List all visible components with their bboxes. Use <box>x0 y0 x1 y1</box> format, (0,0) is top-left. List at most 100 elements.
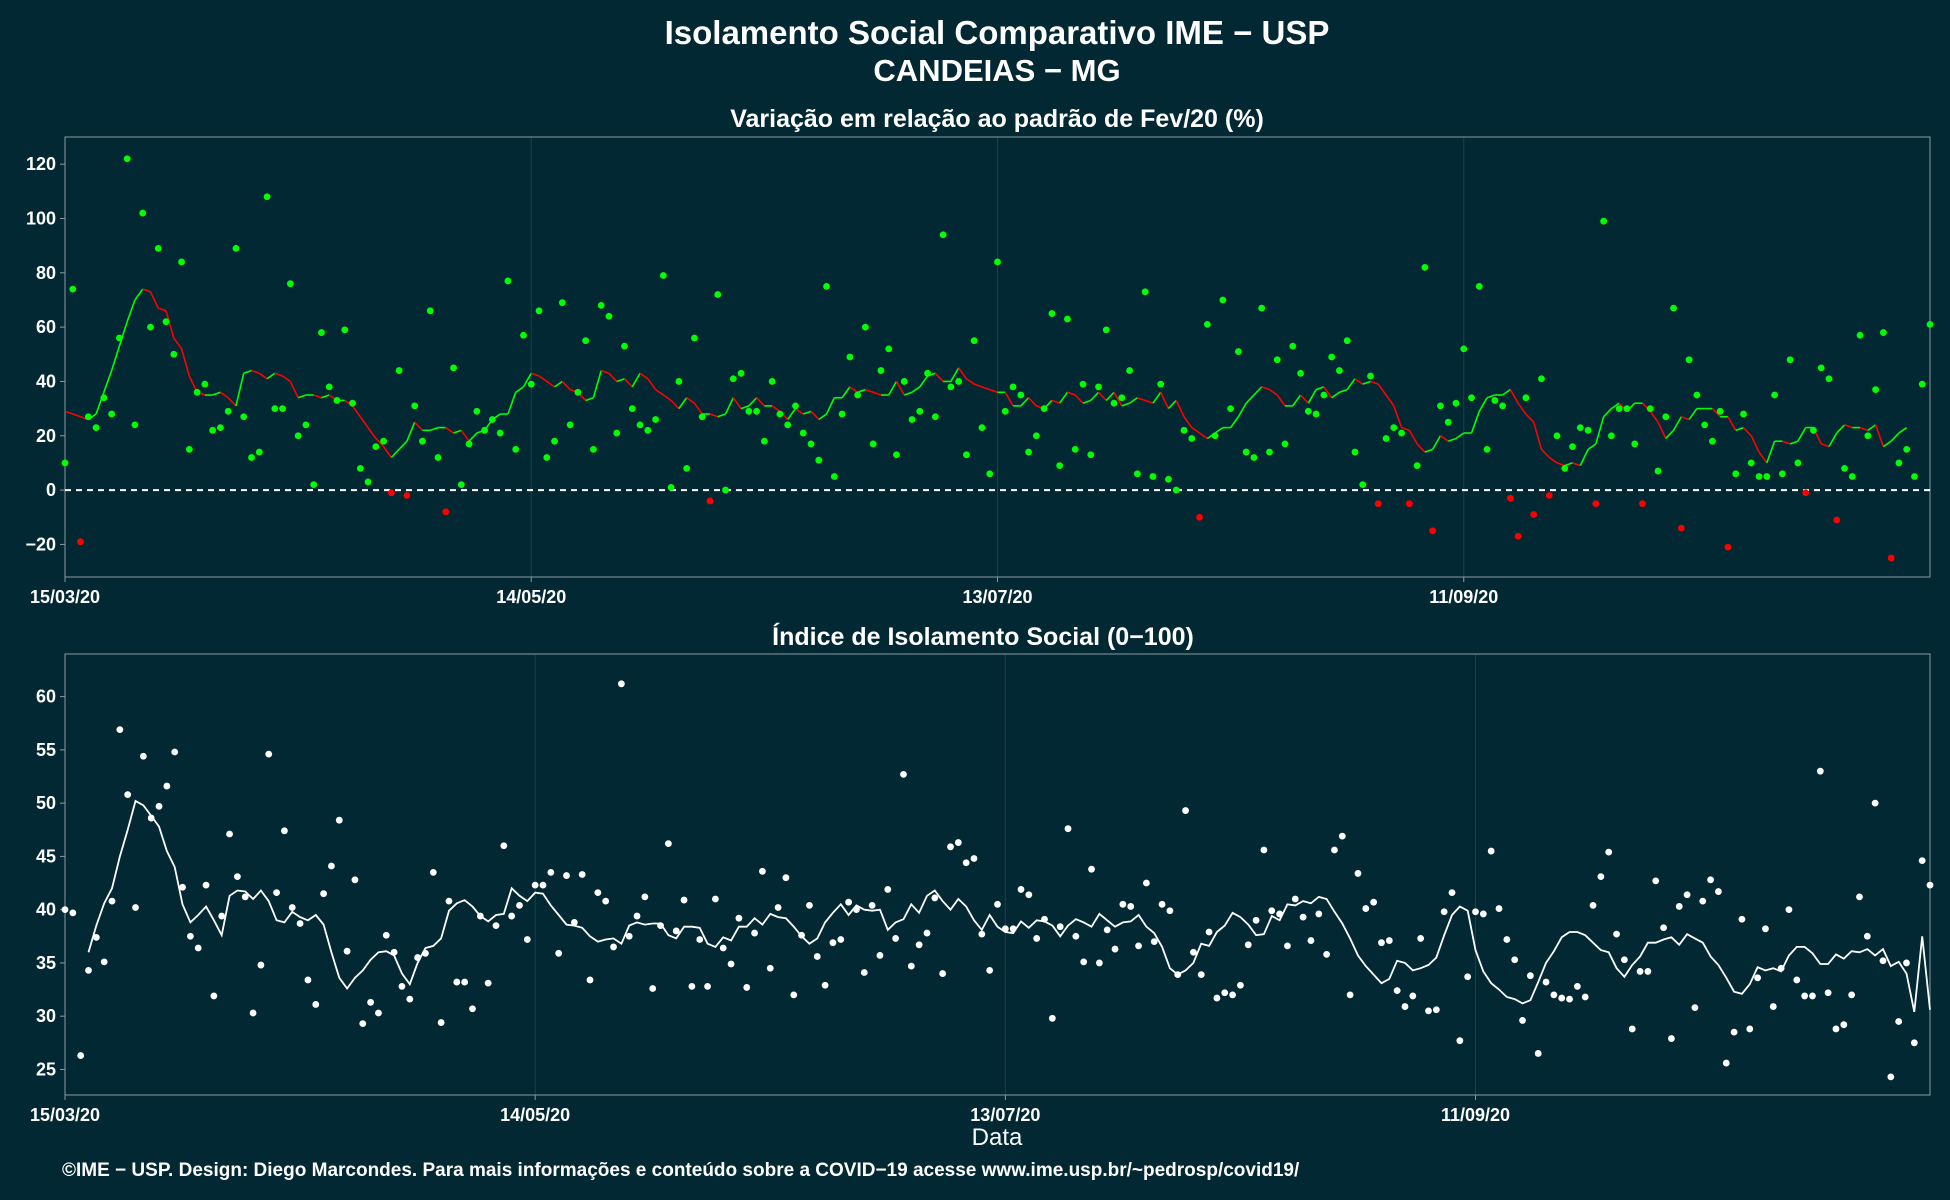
data-point <box>1234 348 1242 355</box>
data-point <box>792 402 799 410</box>
data-point <box>1456 1037 1464 1045</box>
data-point <box>1242 448 1250 456</box>
data-point <box>1172 486 1180 494</box>
data-point <box>590 445 597 453</box>
data-point <box>61 459 69 467</box>
data-point <box>1401 1003 1409 1010</box>
data-point <box>255 448 263 456</box>
data-point <box>1390 424 1398 432</box>
data-point <box>978 930 986 938</box>
moving-average-segment <box>1362 380 1371 385</box>
moving-average-segment <box>1564 462 1573 467</box>
data-point <box>496 429 504 437</box>
moving-average-segment <box>126 299 136 322</box>
data-point <box>387 489 395 497</box>
moving-average-segment <box>507 392 517 415</box>
data-point <box>257 961 265 969</box>
data-point <box>1581 993 1589 1001</box>
moving-average-segment <box>1269 388 1278 396</box>
data-point <box>1126 367 1134 374</box>
data-point <box>1312 410 1320 418</box>
data-point <box>1786 356 1794 364</box>
moving-average-segment <box>258 372 268 380</box>
data-point <box>1777 964 1785 972</box>
moving-average-segment <box>600 369 610 375</box>
data-point <box>1041 915 1048 923</box>
data-point <box>1017 391 1025 399</box>
data-point <box>963 451 970 459</box>
moving-average-segment <box>1766 440 1776 464</box>
moving-average-segment <box>950 367 960 382</box>
moving-average-segment <box>414 421 424 431</box>
chart-title-line2: CANDEIAS − MG <box>873 53 1120 88</box>
moving-average-segment <box>1486 394 1496 399</box>
data-point <box>1362 905 1370 912</box>
data-point <box>798 931 805 939</box>
moving-average-segment <box>1665 429 1675 440</box>
data-point <box>210 992 218 1000</box>
data-point <box>224 407 232 415</box>
data-point <box>1158 900 1166 908</box>
data-point <box>100 958 108 966</box>
data-point <box>85 966 92 974</box>
data-point <box>1237 981 1244 989</box>
data-point <box>954 839 962 846</box>
moving-average-segment <box>297 394 307 399</box>
data-point <box>131 421 139 429</box>
data-point <box>1479 910 1487 918</box>
moving-average-segment <box>1595 416 1605 445</box>
data-point <box>1273 356 1281 364</box>
data-point <box>527 380 535 388</box>
data-point <box>1071 445 1079 453</box>
data-point <box>1545 492 1553 499</box>
data-point <box>1440 908 1448 916</box>
y-tick-label: 30 <box>36 1006 56 1026</box>
moving-average-segment <box>1370 380 1379 385</box>
data-point <box>994 258 1001 266</box>
data-point <box>1444 418 1452 426</box>
data-point <box>1840 1021 1848 1029</box>
data-point <box>908 416 916 423</box>
data-point <box>296 920 304 927</box>
data-point <box>77 538 84 546</box>
data-point <box>1879 957 1887 965</box>
data-point <box>1111 945 1119 953</box>
data-point <box>1785 906 1793 914</box>
data-point <box>218 912 226 920</box>
data-point <box>774 904 782 911</box>
data-point <box>947 843 954 851</box>
moving-average-segment <box>180 348 191 377</box>
data-point <box>209 426 217 434</box>
moving-average-segment <box>989 388 998 394</box>
moving-average-segment <box>1214 426 1224 434</box>
panel-1-title: Variação em relação ao padrão de Fev/20 … <box>730 105 1264 133</box>
data-point <box>162 318 170 326</box>
moving-average-segment <box>1276 394 1286 407</box>
data-point <box>861 323 869 331</box>
data-point <box>578 871 586 878</box>
data-point <box>1670 304 1677 312</box>
data-point <box>566 421 574 429</box>
moving-average-segment <box>1789 440 1799 445</box>
moving-average-segment <box>888 381 898 396</box>
moving-average-segment <box>1548 456 1558 464</box>
data-point <box>1677 524 1685 532</box>
data-point <box>539 881 547 889</box>
data-point <box>672 927 680 935</box>
data-point <box>382 931 390 939</box>
moving-average-segment <box>1346 378 1356 391</box>
data-point <box>1631 440 1639 448</box>
data-point <box>633 912 641 920</box>
moving-average-segment <box>274 372 283 377</box>
y-tick-label: 40 <box>36 900 56 920</box>
data-point <box>737 369 745 377</box>
data-point <box>610 943 617 951</box>
data-point <box>683 464 691 472</box>
data-point <box>288 904 296 911</box>
moving-average-segment <box>1579 449 1589 466</box>
x-tick-label: 13/07/20 <box>962 587 1032 607</box>
data-point <box>1188 435 1196 442</box>
moving-average-segment <box>460 429 470 442</box>
data-point <box>1229 991 1236 999</box>
moving-average-segment <box>787 408 797 420</box>
